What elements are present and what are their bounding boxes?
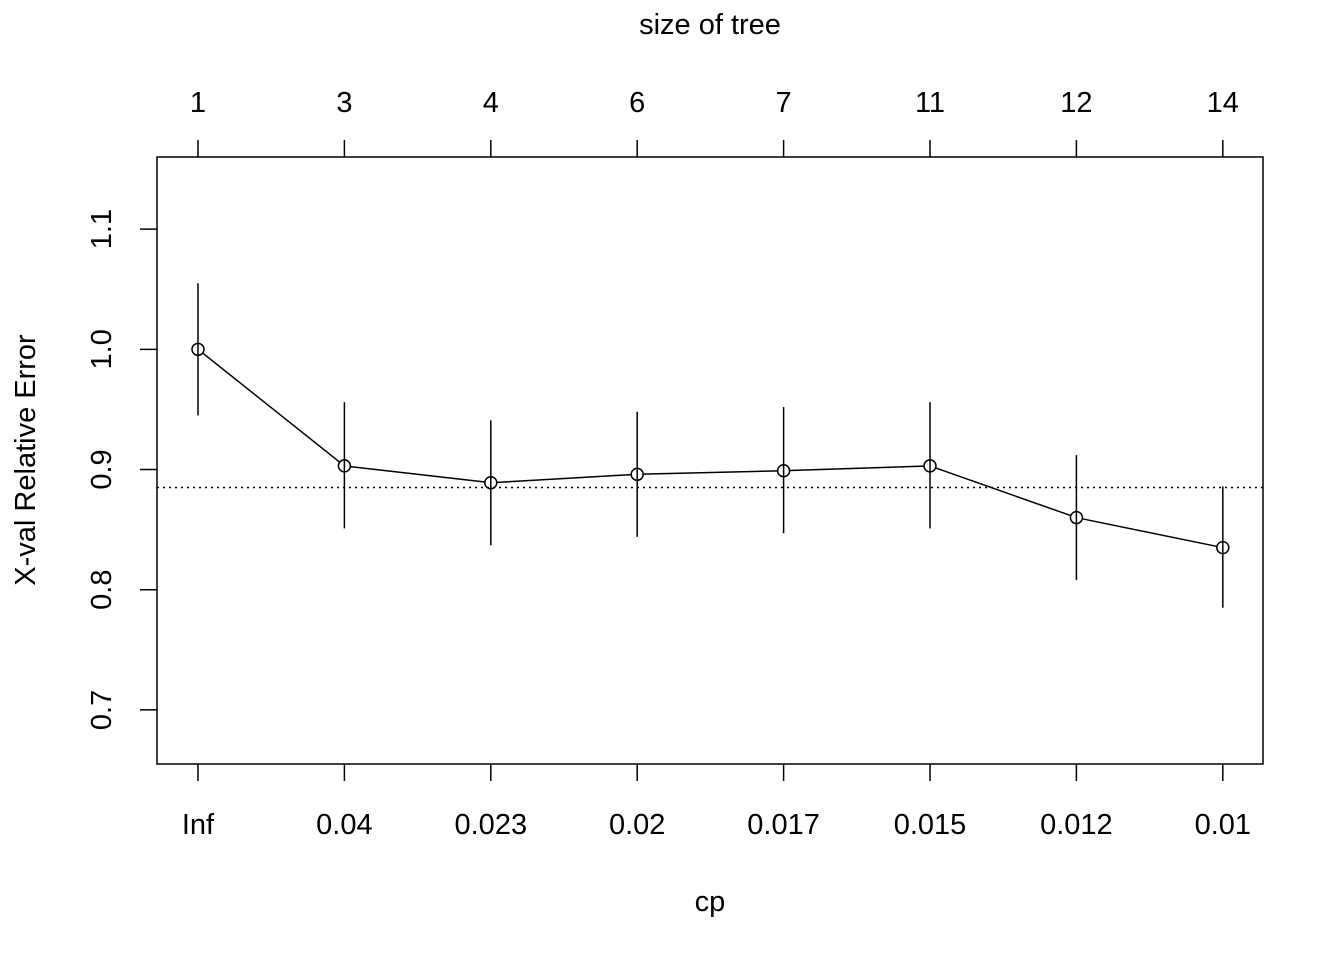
y-axis-title: X-val Relative Error — [10, 334, 42, 586]
top-axis-title: size of tree — [639, 9, 781, 41]
x-tick-label: 0.023 — [455, 809, 528, 841]
y-tick-label: 1.1 — [86, 209, 118, 249]
top-tick-label: 12 — [1060, 87, 1092, 119]
data-point — [1069, 510, 1084, 525]
top-tick-label: 11 — [915, 87, 945, 119]
series-segment — [496, 473, 632, 484]
series-segment — [789, 465, 925, 472]
y-tick-label: 0.7 — [86, 690, 118, 730]
top-tick-label: 4 — [483, 87, 499, 119]
x-tick-label: 0.02 — [609, 809, 665, 841]
y-tick-label: 0.8 — [86, 570, 118, 610]
data-point — [484, 475, 498, 490]
series-segment — [202, 352, 341, 463]
y-tick-label: 0.9 — [86, 449, 118, 489]
data-point — [630, 467, 644, 482]
data-point — [776, 463, 791, 478]
x-tick-label: Inf — [182, 809, 215, 841]
top-tick-label: 6 — [629, 87, 645, 119]
top-tick-label: 14 — [1207, 87, 1239, 119]
series-segment — [935, 467, 1071, 517]
x-tick-label: 0.015 — [894, 809, 967, 841]
x-axis-title: cp — [695, 886, 726, 918]
chart-marks: Inf 0.04 0.023 0.02 0.017 0.015 0.012 0.01 1 3 4 6 7… — [86, 87, 1263, 841]
top-tick-label: 1 — [190, 87, 206, 119]
data-point — [923, 459, 937, 473]
series-segment — [1082, 518, 1218, 548]
top-tick-label: 3 — [336, 87, 352, 119]
plot-frame — [156, 156, 1264, 765]
x-tick-label: 0.04 — [316, 809, 372, 841]
data-point — [1216, 540, 1230, 555]
data-point — [337, 459, 352, 473]
top-tick-label: 7 — [776, 87, 792, 119]
x-tick-label: 0.017 — [747, 809, 820, 841]
series-segment — [350, 465, 485, 483]
data-point — [191, 342, 205, 357]
x-tick-label: 0.01 — [1195, 809, 1251, 841]
x-tick-label: 0.012 — [1040, 809, 1113, 841]
series-segment — [643, 470, 778, 475]
y-tick-label: 1.0 — [86, 329, 118, 369]
